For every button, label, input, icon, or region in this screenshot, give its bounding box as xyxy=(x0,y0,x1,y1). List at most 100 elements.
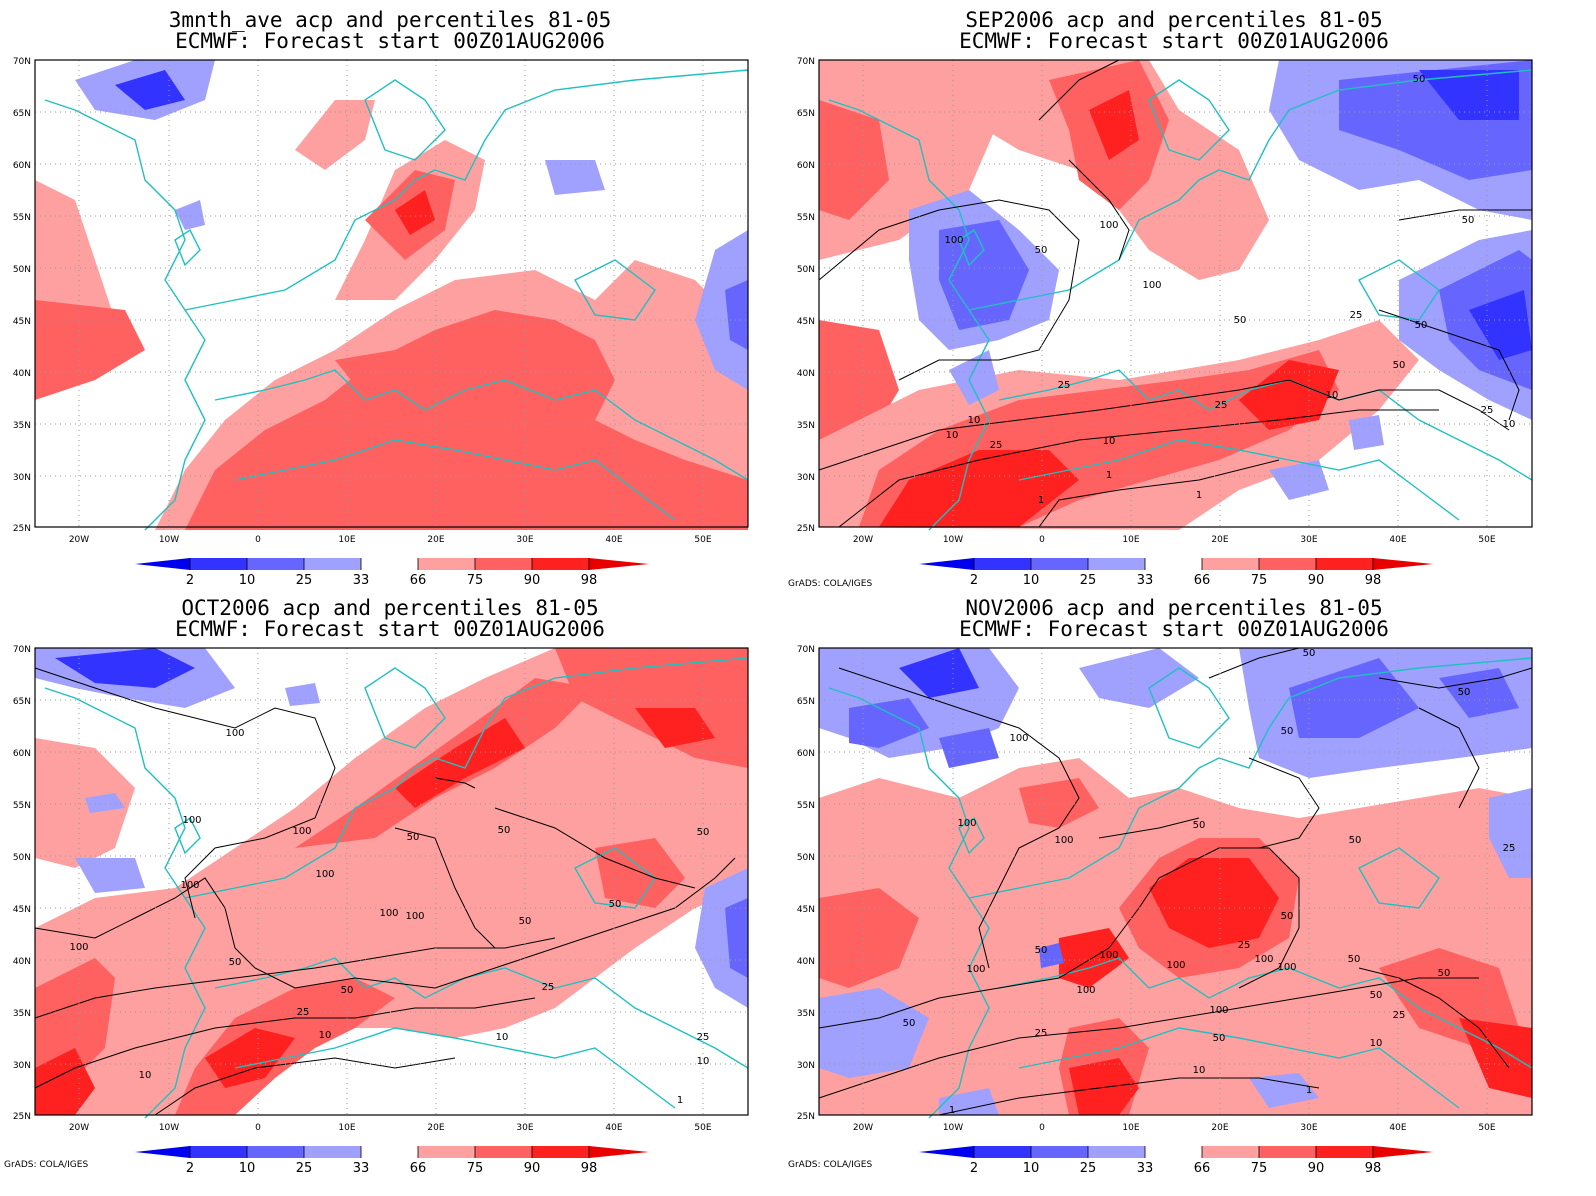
lon-tick: 20E xyxy=(1211,1123,1228,1133)
colorbar-label: 90 xyxy=(524,1161,541,1176)
contour-label: 100 xyxy=(1099,220,1118,231)
lon-tick: 30E xyxy=(1300,1123,1317,1133)
colorbar-label: 25 xyxy=(1080,1161,1097,1176)
grads-credit: GrADS: COLA/IGES xyxy=(788,579,872,589)
contour-label: 100 xyxy=(944,235,963,246)
lat-tick: 45N xyxy=(13,905,31,915)
lon-axis: 20W 10W 0 10E 20E 30E 40E 50E xyxy=(853,535,1496,545)
lat-tick: 55N xyxy=(797,801,815,811)
map-plot: 50 100 50 100 50 50 25 50 50 25 10 10 25… xyxy=(788,57,1533,589)
colorbar-label: 10 xyxy=(1023,1161,1040,1176)
lat-tick: 65N xyxy=(13,109,31,119)
contour-label: 25 xyxy=(990,440,1003,451)
contour-label: 10 xyxy=(1326,390,1339,401)
contour-label: 10 xyxy=(319,1030,332,1041)
panel-sep2006: SEP2006 acp and percentiles 81-05 ECMWF:… xyxy=(784,0,1564,590)
contour-label: 50 xyxy=(697,827,710,838)
grads-credit: GrADS: COLA/IGES xyxy=(788,1160,872,1170)
contour-label: 50 xyxy=(903,1018,916,1029)
panel-title: SEP2006 acp and percentiles 81-05 ECMWF:… xyxy=(784,10,1564,52)
colorbar-label: 66 xyxy=(1194,1161,1211,1176)
contour-label: 10 xyxy=(139,1070,152,1081)
map-plot: 50 50 50 100 100 50 50 100 25 50 100 100… xyxy=(788,645,1533,1176)
contour-label: 25 xyxy=(697,1032,710,1043)
contour-label: 100 xyxy=(1277,962,1296,973)
lat-tick: 25N xyxy=(13,1112,31,1122)
precip-anomaly-shading xyxy=(35,60,748,530)
contour-label: 10 xyxy=(946,430,959,441)
lat-axis: 70N 65N 60N 55N 50N 45N 40N 35N 30N 25N xyxy=(797,57,815,534)
colorbar-label: 75 xyxy=(467,573,484,588)
colorbar: 2 10 25 33 66 75 90 98 xyxy=(919,1146,1433,1176)
contour-label: 25 xyxy=(542,982,555,993)
lat-tick: 25N xyxy=(13,524,31,534)
lon-tick: 20E xyxy=(1211,535,1228,545)
lat-tick: 40N xyxy=(797,957,815,967)
panel-nov2006: NOV2006 acp and percentiles 81-05 ECMWF:… xyxy=(784,598,1564,1196)
colorbar-label: 33 xyxy=(353,1161,370,1176)
lat-tick: 55N xyxy=(797,213,815,223)
contour-label: 50 xyxy=(1438,968,1451,979)
lat-tick: 50N xyxy=(13,265,31,275)
colorbar-label: 25 xyxy=(1080,573,1097,588)
contour-label: 100 xyxy=(225,728,244,739)
contour-label: 25 xyxy=(1215,400,1228,411)
contour-label: 1 xyxy=(1196,490,1202,501)
contour-lines xyxy=(34,667,736,1116)
contour-label: 25 xyxy=(297,1007,310,1018)
contour-label: 50 xyxy=(1035,245,1048,256)
panel-title-line1: NOV2006 acp and percentiles 81-05 xyxy=(965,596,1383,620)
contour-label: 50 xyxy=(229,957,242,968)
contour-label: 10 xyxy=(697,1056,710,1067)
lon-tick: 10E xyxy=(1122,535,1139,545)
lat-tick: 60N xyxy=(797,161,815,171)
colorbar-label: 10 xyxy=(1023,573,1040,588)
colorbar-label: 98 xyxy=(581,1161,598,1176)
contour-label: 25 xyxy=(1393,1010,1406,1021)
lat-tick: 60N xyxy=(797,749,815,759)
colorbar-label: 75 xyxy=(1251,1161,1268,1176)
lat-tick: 25N xyxy=(797,524,815,534)
lat-tick: 35N xyxy=(13,1009,31,1019)
lat-tick: 50N xyxy=(797,853,815,863)
lat-tick: 70N xyxy=(13,57,31,67)
grads-credit: GrADS: COLA/IGES xyxy=(4,1160,88,1170)
panel-title: OCT2006 acp and percentiles 81-05 ECMWF:… xyxy=(0,598,780,640)
contour-label: 10 xyxy=(1193,1065,1206,1076)
colorbar-label: 98 xyxy=(581,573,598,588)
colorbar-label: 25 xyxy=(296,573,313,588)
lat-tick: 30N xyxy=(13,473,31,483)
colorbar-label: 66 xyxy=(1194,573,1211,588)
map-plot: 100 100 100 50 100 100 100 100 50 50 50 … xyxy=(4,645,749,1176)
map-frame xyxy=(818,647,1533,1116)
contour-label: 100 xyxy=(379,908,398,919)
panel-title-line2: ECMWF: Forecast start 00Z01AUG2006 xyxy=(959,29,1389,53)
coastline xyxy=(44,69,749,531)
lon-tick: 10W xyxy=(159,535,179,545)
contour-label: 1 xyxy=(677,1095,683,1106)
contour-label: 50 xyxy=(1213,1033,1226,1044)
contour-label: 50 xyxy=(1393,360,1406,371)
lat-tick: 70N xyxy=(797,645,815,655)
colorbar-label: 90 xyxy=(1308,1161,1325,1176)
lat-tick: 60N xyxy=(13,161,31,171)
contour-label: 50 xyxy=(341,985,354,996)
contour-label: 100 xyxy=(1142,280,1161,291)
panel-title-line2: ECMWF: Forecast start 00Z01AUG2006 xyxy=(175,617,605,641)
contour-label: 50 xyxy=(1303,648,1316,659)
lat-tick: 70N xyxy=(13,645,31,655)
contour-label: 100 xyxy=(182,815,201,826)
map-frame xyxy=(34,647,749,1116)
contour-label: 100 xyxy=(292,826,311,837)
lon-tick: 10E xyxy=(338,1123,355,1133)
contour-label: 25 xyxy=(1058,380,1071,391)
lon-tick: 0 xyxy=(1039,535,1045,545)
lat-tick: 45N xyxy=(797,905,815,915)
lon-tick: 30E xyxy=(516,535,533,545)
contour-label: 1 xyxy=(1306,1085,1312,1096)
lon-tick: 0 xyxy=(1039,1123,1045,1133)
contour-label: 100 xyxy=(405,911,424,922)
lat-tick: 65N xyxy=(797,697,815,707)
lon-tick: 20W xyxy=(853,1123,873,1133)
lon-tick: 0 xyxy=(255,535,261,545)
